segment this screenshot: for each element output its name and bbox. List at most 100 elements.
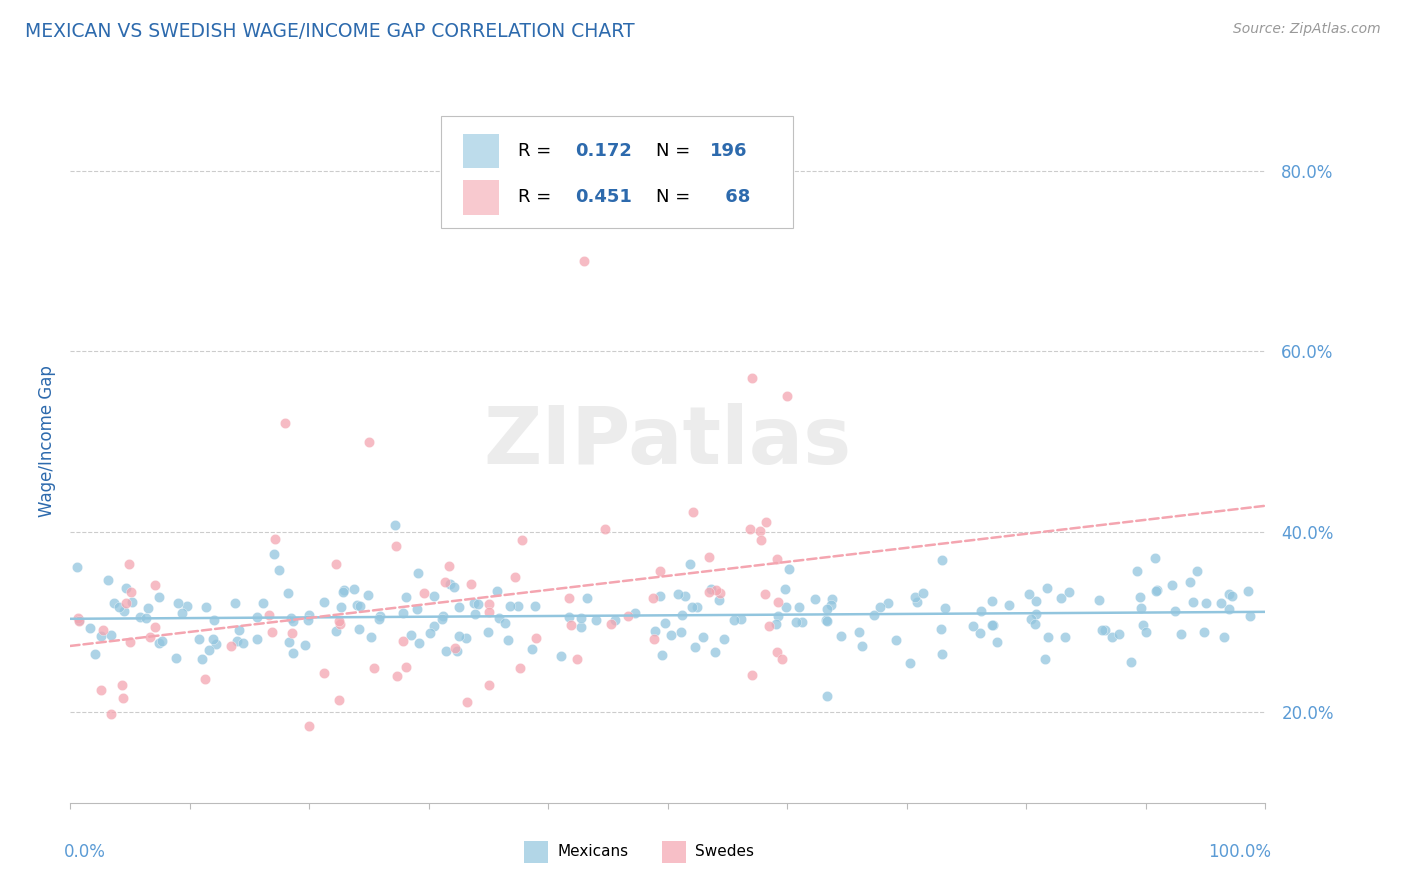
Point: [1108, 627, 1130, 641]
Point: [713, 632, 735, 646]
Point: [135, 611, 157, 625]
Point: [509, 660, 531, 674]
Text: 0.172: 0.172: [575, 142, 631, 161]
Point: [569, 620, 592, 634]
Point: [443, 581, 465, 595]
Point: [848, 624, 870, 639]
Point: [405, 602, 427, 616]
Point: [1094, 623, 1116, 637]
Point: [730, 612, 752, 626]
Point: [283, 646, 305, 660]
Point: [103, 596, 125, 610]
Point: [312, 665, 335, 680]
Point: [654, 615, 676, 630]
Point: [297, 613, 319, 627]
Point: [929, 622, 952, 636]
Point: [298, 607, 321, 622]
Point: [679, 557, 702, 571]
Point: [692, 631, 714, 645]
Point: [385, 669, 408, 683]
Point: [1119, 655, 1142, 669]
Point: [643, 591, 665, 606]
Point: [785, 615, 807, 630]
Point: [1143, 551, 1166, 566]
Point: [1049, 591, 1071, 606]
Point: [651, 648, 673, 662]
Point: [128, 609, 150, 624]
Point: [392, 606, 415, 620]
Point: [114, 581, 136, 595]
Point: [464, 607, 486, 621]
FancyBboxPatch shape: [441, 116, 793, 228]
Point: [368, 608, 391, 623]
Point: [723, 613, 745, 627]
Point: [219, 639, 242, 653]
Point: [278, 635, 301, 649]
Point: [252, 596, 274, 610]
Point: [900, 656, 922, 670]
Point: [815, 602, 838, 616]
Point: [884, 632, 907, 647]
Text: 100.0%: 100.0%: [1208, 843, 1271, 861]
Point: [463, 596, 485, 610]
Point: [97, 574, 120, 588]
Point: [294, 638, 316, 652]
Point: [246, 632, 269, 647]
Point: [167, 596, 190, 610]
Point: [1101, 630, 1123, 644]
Point: [449, 600, 471, 615]
Point: [830, 628, 852, 642]
Point: [447, 629, 470, 643]
Point: [412, 586, 434, 600]
Point: [328, 693, 350, 707]
Point: [981, 618, 1004, 632]
Point: [1054, 630, 1077, 644]
Point: [703, 645, 725, 659]
Point: [820, 598, 842, 612]
Point: [384, 517, 406, 532]
Point: [391, 633, 413, 648]
Point: [911, 586, 934, 600]
Point: [659, 627, 682, 641]
Text: R =: R =: [519, 142, 557, 161]
Point: [274, 417, 297, 431]
Point: [197, 643, 219, 657]
Point: [136, 601, 159, 615]
Point: [741, 668, 763, 682]
Point: [194, 672, 217, 686]
Point: [360, 630, 382, 644]
Point: [332, 582, 354, 597]
Point: [905, 595, 928, 609]
Point: [148, 636, 170, 650]
Point: [821, 592, 844, 607]
Point: [1132, 618, 1154, 632]
Point: [778, 562, 800, 576]
Point: [488, 611, 510, 625]
Point: [456, 695, 478, 709]
Point: [395, 660, 418, 674]
Point: [194, 600, 217, 615]
Point: [904, 590, 927, 604]
Point: [385, 539, 408, 553]
Point: [1144, 584, 1167, 599]
Point: [817, 614, 839, 628]
Point: [367, 612, 389, 626]
Text: Swedes: Swedes: [696, 845, 755, 859]
Point: [257, 607, 280, 622]
Point: [298, 719, 321, 733]
Point: [1237, 584, 1260, 599]
Point: [108, 600, 131, 615]
Point: [790, 615, 813, 629]
Point: [766, 595, 789, 609]
Point: [1057, 585, 1080, 599]
Point: [477, 625, 499, 640]
Point: [1033, 652, 1056, 666]
Point: [1178, 574, 1201, 589]
Point: [330, 599, 353, 614]
Point: [399, 628, 422, 642]
Point: [176, 599, 198, 613]
Point: [1182, 595, 1205, 609]
Point: [558, 609, 581, 624]
Point: [1170, 627, 1192, 641]
Point: [264, 532, 287, 546]
